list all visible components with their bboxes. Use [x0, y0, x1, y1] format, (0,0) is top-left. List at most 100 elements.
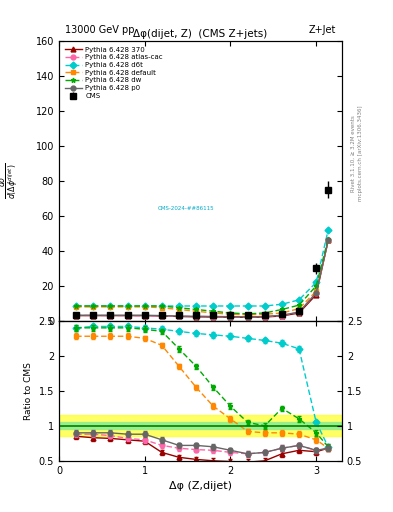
Pythia 6.428 370	[176, 313, 181, 319]
Pythia 6.428 default	[176, 306, 181, 312]
Text: Rivet 3.1.10, ≥ 3.2M events: Rivet 3.1.10, ≥ 3.2M events	[351, 115, 356, 192]
Pythia 6.428 370	[194, 314, 198, 320]
Pythia 6.428 default	[211, 310, 216, 316]
Pythia 6.428 370	[160, 313, 164, 319]
Pythia 6.428 dw	[108, 303, 113, 309]
Pythia 6.428 370	[279, 313, 284, 319]
Title: Δφ(dijet, Z)  (CMS Z+jets): Δφ(dijet, Z) (CMS Z+jets)	[133, 29, 268, 39]
Line: Pythia 6.428 p0: Pythia 6.428 p0	[73, 238, 331, 319]
Pythia 6.428 d6t	[194, 303, 198, 309]
Pythia 6.428 d6t	[91, 303, 95, 309]
Pythia 6.428 atlas-cac	[326, 238, 331, 244]
Pythia 6.428 default	[142, 304, 147, 310]
Pythia 6.428 p0	[74, 312, 79, 318]
Pythia 6.428 atlas-cac	[74, 312, 79, 318]
Pythia 6.428 dw	[125, 303, 130, 309]
Y-axis label: Ratio to CMS: Ratio to CMS	[24, 362, 33, 420]
Pythia 6.428 d6t	[125, 303, 130, 309]
Pythia 6.428 370	[245, 314, 250, 321]
Pythia 6.428 default	[245, 312, 250, 318]
Pythia 6.428 atlas-cac	[142, 313, 147, 319]
Pythia 6.428 dw	[228, 310, 233, 316]
Pythia 6.428 p0	[297, 309, 301, 315]
Pythia 6.428 d6t	[176, 303, 181, 309]
Line: Pythia 6.428 d6t: Pythia 6.428 d6t	[73, 227, 331, 308]
Pythia 6.428 p0	[279, 312, 284, 318]
Pythia 6.428 d6t	[326, 227, 331, 233]
Pythia 6.428 370	[314, 291, 319, 297]
Legend: Pythia 6.428 370, Pythia 6.428 atlas-cac, Pythia 6.428 d6t, Pythia 6.428 default: Pythia 6.428 370, Pythia 6.428 atlas-cac…	[62, 45, 165, 101]
Pythia 6.428 p0	[194, 313, 198, 319]
Pythia 6.428 p0	[326, 238, 331, 244]
Pythia 6.428 default	[194, 308, 198, 314]
Pythia 6.428 default	[74, 304, 79, 310]
Pythia 6.428 default	[263, 311, 267, 317]
Pythia 6.428 atlas-cac	[108, 312, 113, 318]
Pythia 6.428 dw	[326, 236, 331, 242]
Pythia 6.428 atlas-cac	[211, 313, 216, 319]
Pythia 6.428 dw	[194, 306, 198, 312]
Line: Pythia 6.428 atlas-cac: Pythia 6.428 atlas-cac	[73, 238, 331, 319]
Pythia 6.428 d6t	[160, 303, 164, 309]
Pythia 6.428 default	[326, 238, 331, 244]
Pythia 6.428 atlas-cac	[263, 313, 267, 319]
Pythia 6.428 atlas-cac	[160, 313, 164, 319]
Text: mcplots.cern.ch [arXiv:1306.3436]: mcplots.cern.ch [arXiv:1306.3436]	[358, 106, 363, 201]
Line: Pythia 6.428 dw: Pythia 6.428 dw	[73, 236, 331, 316]
Text: 13000 GeV pp: 13000 GeV pp	[64, 26, 134, 35]
Pythia 6.428 d6t	[263, 303, 267, 309]
Pythia 6.428 d6t	[142, 303, 147, 309]
Pythia 6.428 p0	[91, 312, 95, 318]
Pythia 6.428 370	[108, 312, 113, 318]
Pythia 6.428 dw	[314, 283, 319, 289]
Pythia 6.428 default	[125, 304, 130, 310]
Pythia 6.428 atlas-cac	[194, 313, 198, 319]
Pythia 6.428 p0	[211, 313, 216, 319]
Pythia 6.428 default	[314, 288, 319, 294]
Pythia 6.428 p0	[176, 313, 181, 319]
Pythia 6.428 370	[211, 314, 216, 320]
Pythia 6.428 atlas-cac	[297, 309, 301, 315]
Pythia 6.428 p0	[125, 312, 130, 318]
Pythia 6.428 370	[125, 312, 130, 318]
Pythia 6.428 370	[297, 310, 301, 316]
Pythia 6.428 p0	[142, 312, 147, 318]
Pythia 6.428 dw	[176, 305, 181, 311]
Y-axis label: $\frac{d\sigma}{d(\Delta\phi^{dijet})}$: $\frac{d\sigma}{d(\Delta\phi^{dijet})}$	[0, 163, 22, 199]
Pythia 6.428 370	[74, 312, 79, 318]
Pythia 6.428 d6t	[314, 280, 319, 286]
Pythia 6.428 dw	[211, 308, 216, 314]
X-axis label: Δφ (Z,dijet): Δφ (Z,dijet)	[169, 481, 232, 491]
Pythia 6.428 dw	[74, 303, 79, 309]
Line: Pythia 6.428 default: Pythia 6.428 default	[73, 238, 331, 317]
Text: CMS-2024-##86115: CMS-2024-##86115	[158, 206, 215, 211]
Pythia 6.428 370	[142, 312, 147, 318]
Pythia 6.428 p0	[263, 313, 267, 319]
Pythia 6.428 d6t	[108, 303, 113, 309]
Pythia 6.428 dw	[91, 303, 95, 309]
Pythia 6.428 atlas-cac	[279, 312, 284, 318]
Pythia 6.428 370	[326, 238, 331, 244]
Pythia 6.428 370	[228, 314, 233, 320]
Pythia 6.428 atlas-cac	[245, 314, 250, 320]
Pythia 6.428 dw	[245, 311, 250, 317]
Pythia 6.428 d6t	[228, 303, 233, 309]
Pythia 6.428 p0	[228, 313, 233, 319]
Pythia 6.428 p0	[245, 314, 250, 320]
Pythia 6.428 p0	[160, 312, 164, 318]
Line: Pythia 6.428 370: Pythia 6.428 370	[73, 238, 331, 320]
Pythia 6.428 default	[228, 311, 233, 317]
Pythia 6.428 dw	[297, 302, 301, 308]
Pythia 6.428 p0	[108, 312, 113, 318]
Pythia 6.428 atlas-cac	[314, 290, 319, 296]
Pythia 6.428 d6t	[211, 303, 216, 309]
Pythia 6.428 dw	[142, 303, 147, 309]
Pythia 6.428 dw	[160, 303, 164, 309]
Pythia 6.428 d6t	[279, 301, 284, 307]
Pythia 6.428 370	[263, 314, 267, 320]
Pythia 6.428 d6t	[297, 297, 301, 303]
Bar	[59, 415, 342, 436]
Pythia 6.428 p0	[314, 290, 319, 296]
Pythia 6.428 d6t	[74, 303, 79, 309]
Pythia 6.428 dw	[279, 306, 284, 312]
